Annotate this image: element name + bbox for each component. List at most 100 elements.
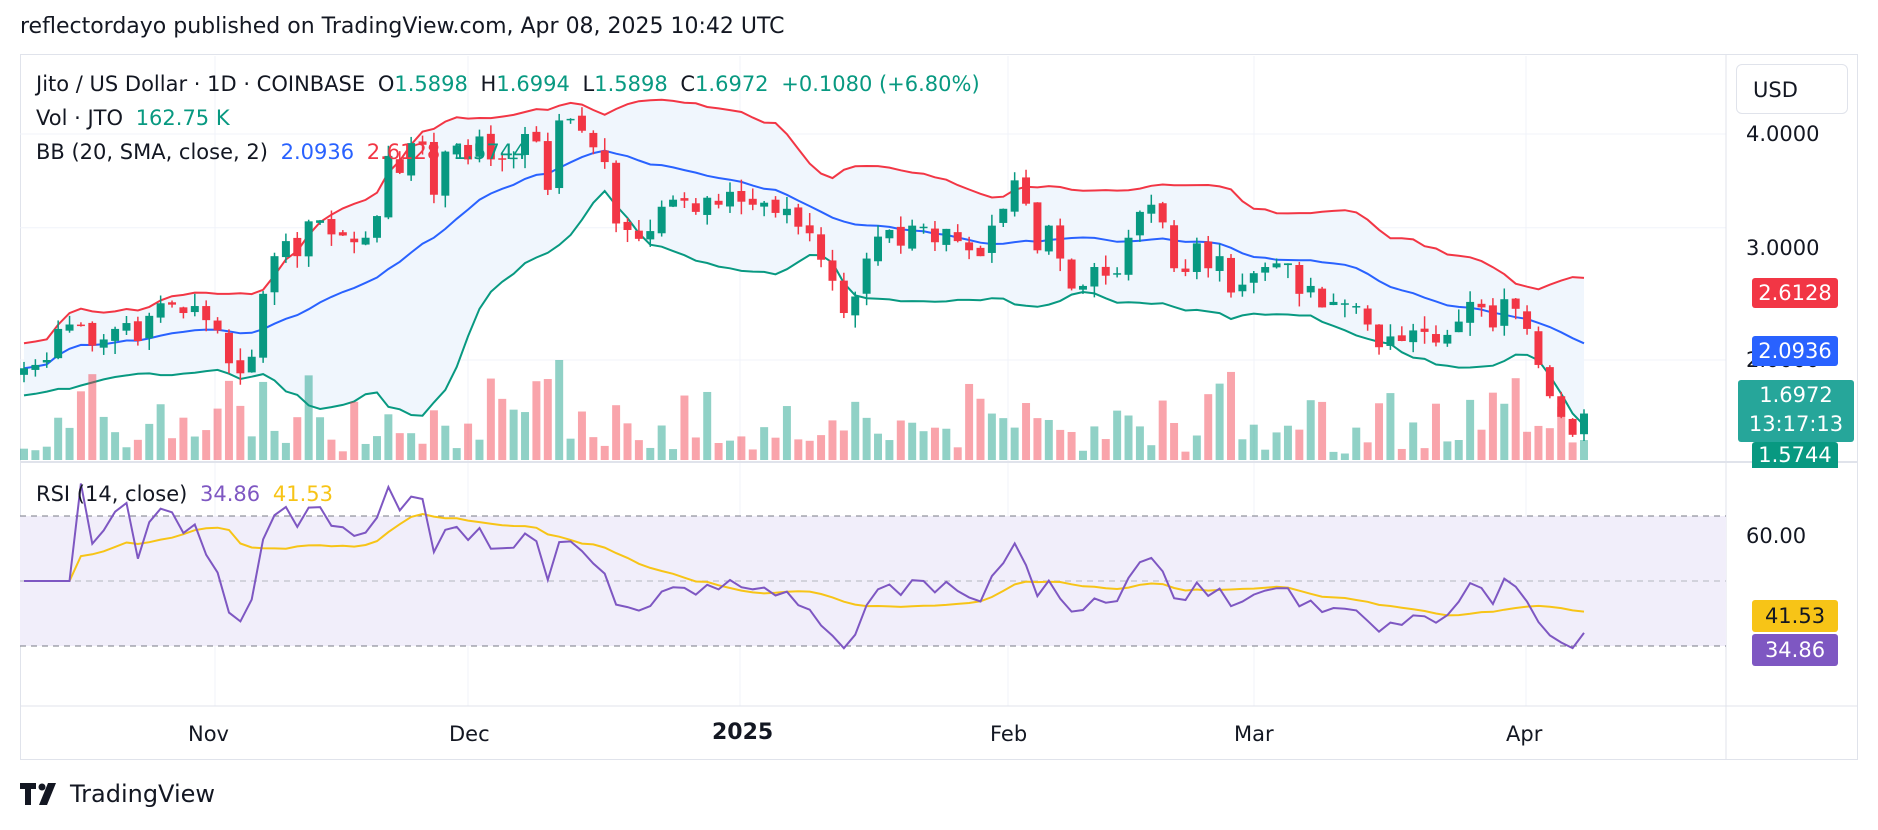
candle-body (1454, 321, 1463, 333)
volume-bar (726, 440, 734, 460)
currency-button[interactable]: USD (1736, 64, 1848, 114)
volume-value: 162.75 K (135, 106, 230, 130)
volume-bar (156, 404, 165, 460)
candle-body (589, 132, 598, 148)
volume-bar (1477, 429, 1486, 460)
bb-label[interactable]: BB (20, SMA, close, 2) (36, 140, 268, 164)
candle-body (1295, 265, 1304, 294)
candle-body (1101, 266, 1110, 276)
candle-body (179, 307, 188, 314)
candle-body (851, 296, 860, 316)
candle-body (976, 247, 985, 257)
candle-body (600, 150, 609, 163)
volume-bar (1272, 432, 1281, 460)
candle-body (31, 364, 40, 370)
candle-body (111, 328, 120, 341)
candle-body (259, 293, 268, 358)
candle-body (521, 134, 530, 155)
volume-bar (99, 416, 108, 460)
volume-bar (1056, 429, 1065, 460)
brand-name[interactable]: TradingView (70, 780, 216, 808)
volume-bar (1488, 392, 1497, 460)
rsi-pane (20, 483, 1726, 650)
volume-bar (1124, 415, 1133, 460)
volume-bar (1466, 399, 1475, 460)
volume-bar (851, 401, 860, 460)
candle-body (293, 237, 302, 257)
volume-bar (862, 417, 871, 460)
candle-body (338, 232, 347, 236)
volume-bar (270, 430, 279, 460)
volume-bar (213, 408, 222, 460)
volume-bar (646, 447, 655, 460)
rsi-ma-line (24, 512, 1585, 617)
candle-body (133, 321, 142, 342)
candle-body (577, 115, 586, 131)
high-value: 1.6994 (496, 72, 570, 96)
candle-body (817, 234, 826, 260)
rsi-label[interactable]: RSI (14, close) (36, 482, 188, 506)
candle-body (1261, 267, 1270, 273)
volume-bar (361, 443, 370, 460)
change-value: +0.1080 (+6.80%) (781, 72, 980, 96)
candle-body (361, 237, 370, 245)
candle-body (54, 328, 63, 359)
volume-bar (703, 391, 712, 460)
candle-body (1204, 241, 1213, 269)
volume-bar (1238, 439, 1247, 460)
candles (20, 107, 1588, 441)
candle-body (1386, 336, 1395, 346)
candle-body (88, 322, 97, 346)
volume-bar (1033, 418, 1042, 460)
volume-bar (498, 398, 507, 460)
candle-body (1033, 202, 1042, 251)
volume-bar (1397, 448, 1406, 460)
candle-body (1363, 308, 1372, 325)
volume-bar (1306, 400, 1315, 460)
candle-body (224, 332, 233, 364)
volume-bar (168, 438, 177, 460)
candle-body (1249, 273, 1258, 283)
volume-bar (259, 381, 268, 460)
volume-bar (1511, 378, 1520, 460)
volume-bar (1078, 450, 1087, 460)
bb-upper-badge: 2.6128 (1752, 278, 1838, 308)
candle-body (190, 306, 199, 313)
volume-bar (839, 430, 848, 460)
candle-body (395, 159, 404, 173)
candle-body (748, 198, 757, 205)
volume-bar (418, 443, 427, 460)
last-price-badge: 1.6972 13:17:13 (1738, 380, 1854, 442)
candle-body (555, 120, 564, 189)
volume-bar (1283, 425, 1292, 460)
volume-bar (31, 450, 40, 460)
candle-body (1147, 204, 1156, 214)
candle-body (691, 203, 700, 212)
volume-bar (384, 414, 393, 460)
candle-body (1283, 263, 1292, 266)
bollinger-bands (23, 98, 1585, 426)
volume-bar (737, 436, 746, 460)
volume-bar (942, 428, 951, 460)
chart-frame[interactable] (20, 54, 1858, 760)
candle-body (1124, 237, 1133, 275)
candle-body (281, 241, 290, 258)
volume-bar (145, 423, 154, 460)
volume-bar (111, 432, 120, 460)
candle-body (532, 131, 541, 142)
candle-body (657, 206, 666, 234)
volume-bar (1420, 448, 1429, 460)
volume-bar (350, 401, 359, 460)
volume-bar (1158, 400, 1167, 460)
volume-bar (612, 405, 621, 460)
volume-bar (373, 436, 381, 460)
volume-bar (122, 447, 131, 460)
candle-body (908, 225, 917, 249)
volume-bar (1523, 431, 1532, 460)
volume-label[interactable]: Vol · JTO (36, 106, 123, 130)
symbol-title[interactable]: Jito / US Dollar · 1D · COINBASE (36, 72, 366, 96)
volume-bar (1454, 440, 1463, 460)
volume-bar (1181, 451, 1190, 460)
candle-body (771, 199, 780, 213)
